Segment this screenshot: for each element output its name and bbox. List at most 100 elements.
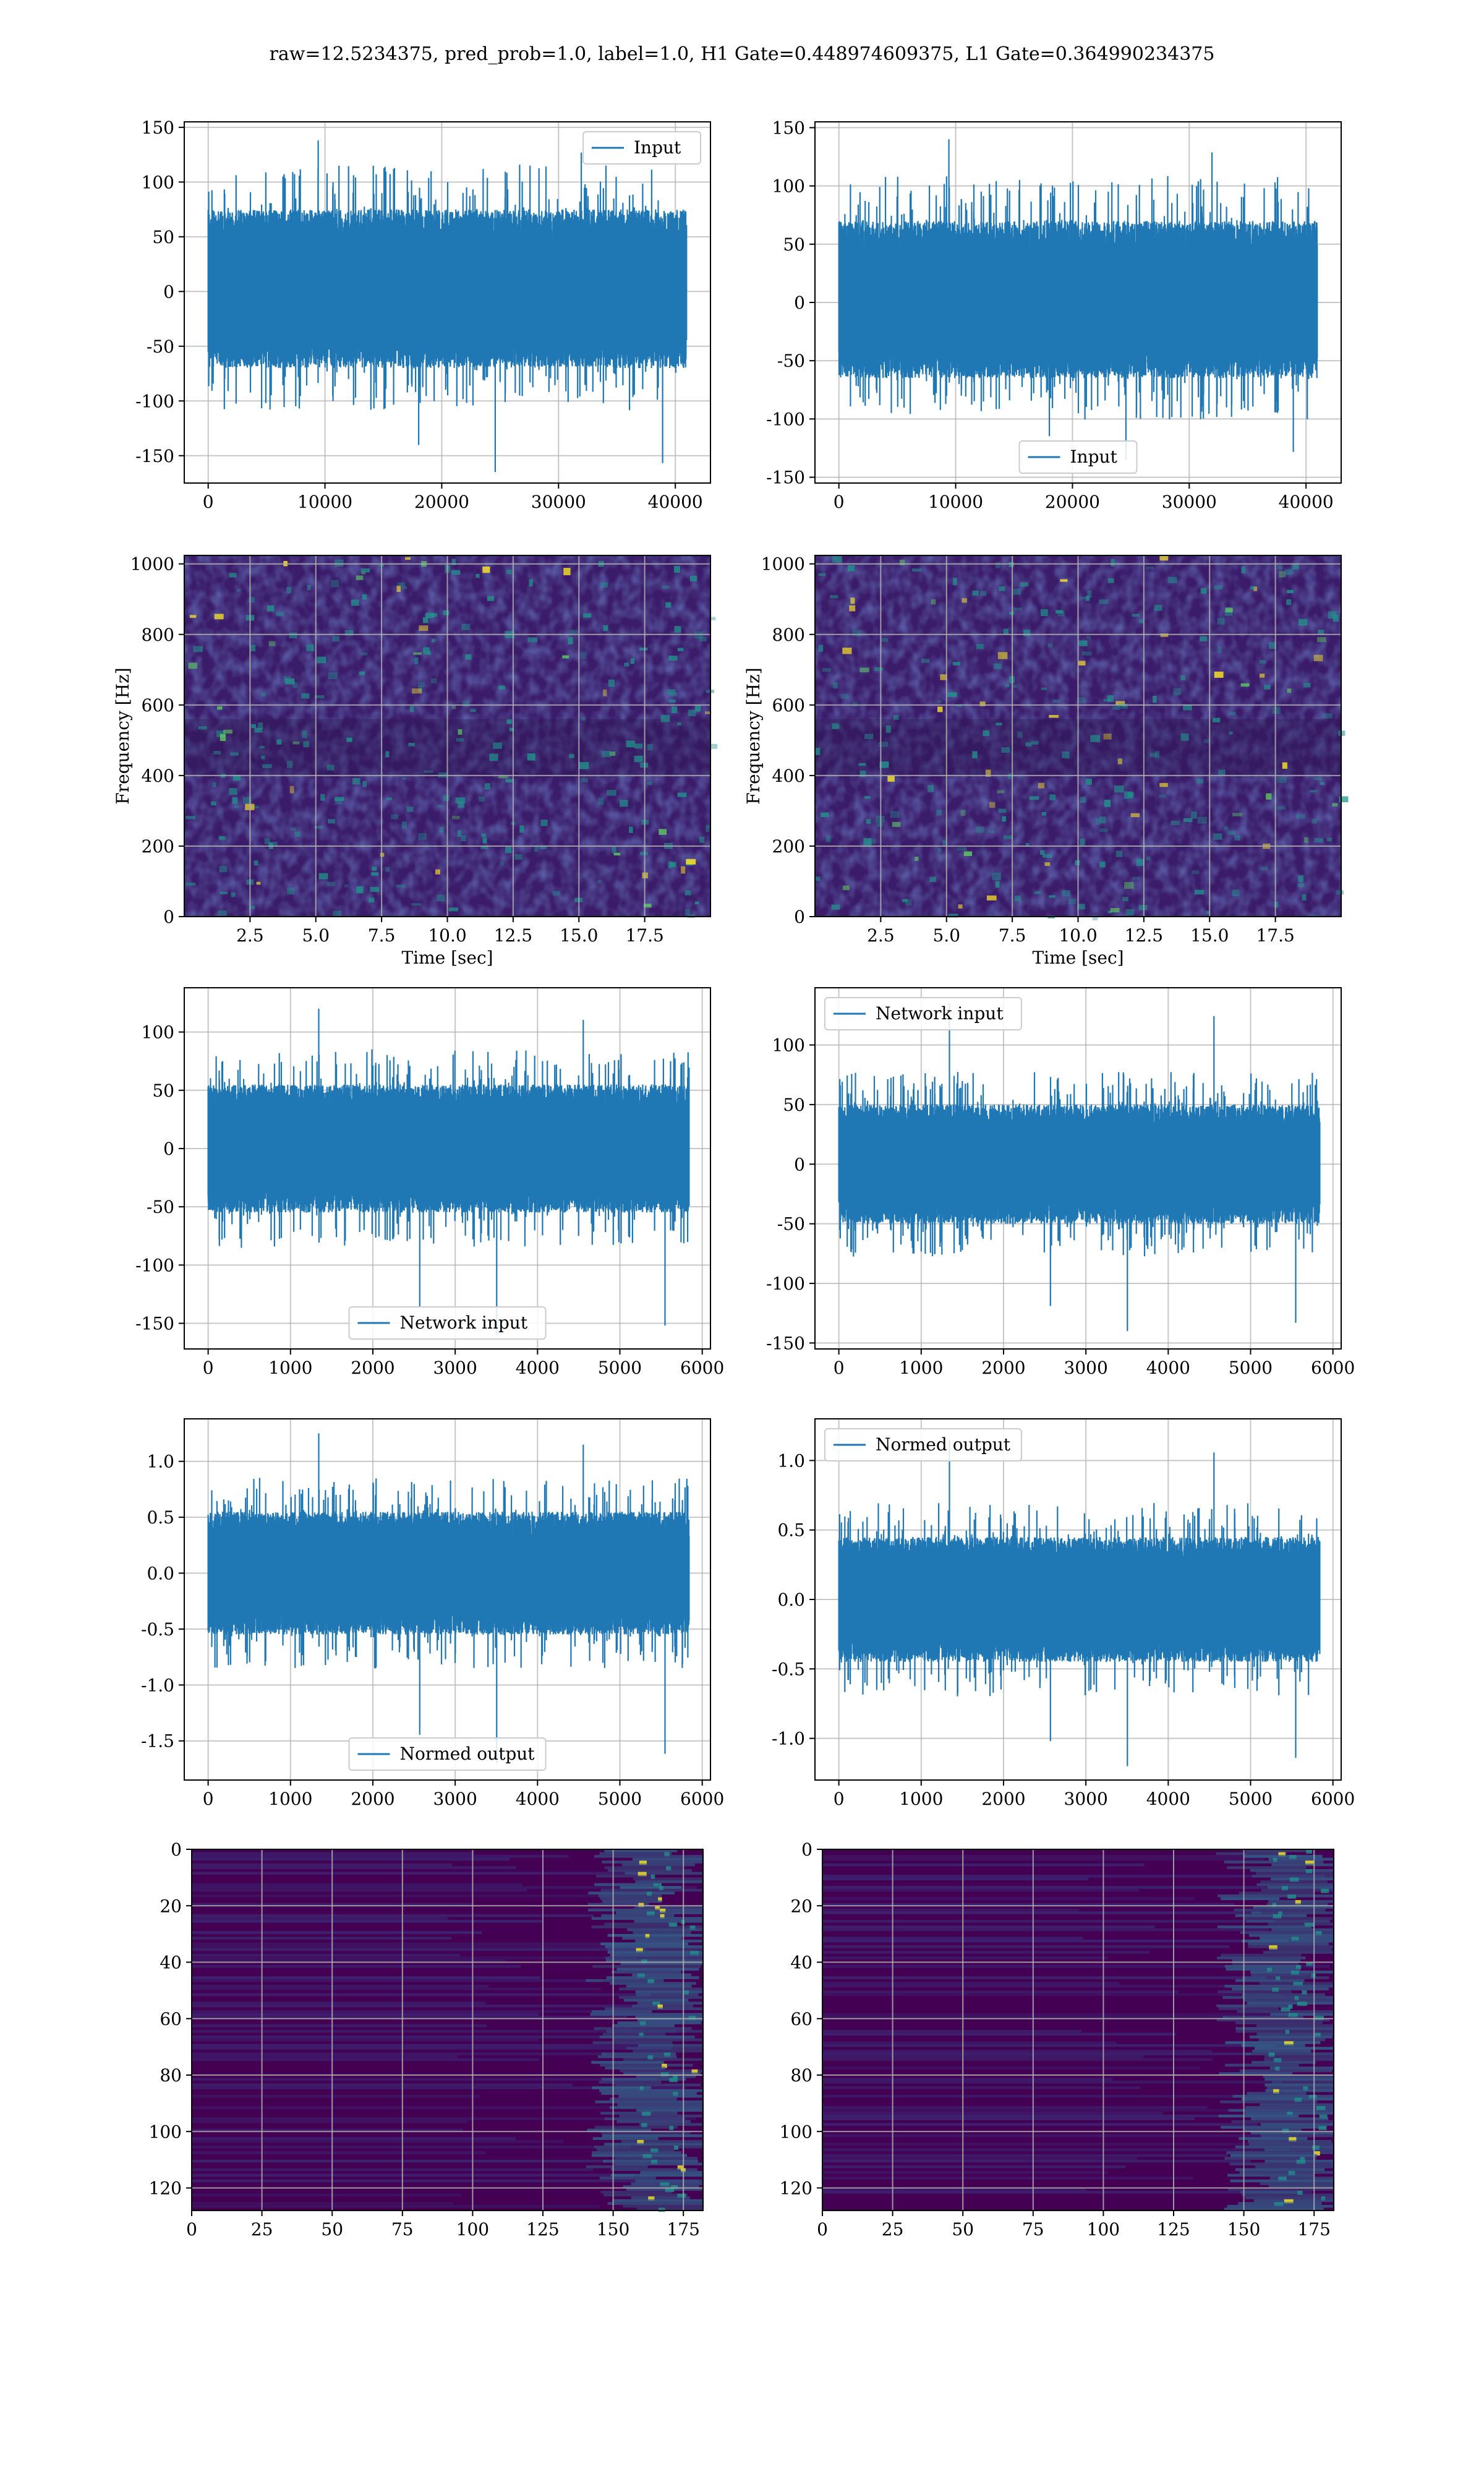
feature-hotspot bbox=[662, 2063, 667, 2068]
x-tick-label: 2000 bbox=[351, 1358, 394, 1378]
spectrogram-cell bbox=[569, 754, 574, 758]
spectrogram-cell bbox=[1052, 700, 1060, 703]
y-tick-label: 1000 bbox=[130, 554, 174, 575]
spectrogram-cell bbox=[220, 836, 224, 839]
feature-row bbox=[822, 2055, 1144, 2058]
axes-frame bbox=[184, 1418, 711, 1781]
feature-row-active bbox=[1235, 2027, 1334, 2030]
spectrogram-cell bbox=[1284, 569, 1294, 575]
feature-row-active bbox=[605, 2066, 665, 2070]
spectrogram-cell bbox=[640, 852, 648, 855]
spectrogram-cell bbox=[211, 801, 216, 806]
feature-hotspot bbox=[1273, 2089, 1279, 2094]
feature-row-active bbox=[616, 1911, 703, 1914]
spectrogram-cell bbox=[287, 888, 295, 895]
y-tick-label: -50 bbox=[777, 351, 805, 371]
feature-row-active bbox=[1242, 2097, 1334, 2101]
feature-row bbox=[822, 2066, 1200, 2070]
spectrogram-cell bbox=[482, 837, 487, 844]
spectrogram-cell bbox=[1173, 688, 1182, 696]
x-tick-label: 3000 bbox=[1064, 1789, 1108, 1809]
spectrogram-cell bbox=[1314, 838, 1324, 842]
spectrogram-cell bbox=[509, 727, 514, 732]
spectrogram-cell bbox=[1005, 683, 1010, 688]
x-tick-label: 50 bbox=[952, 2219, 974, 2240]
feature-row bbox=[822, 1875, 1325, 1878]
spectrogram-cell bbox=[306, 644, 314, 651]
spectrogram-cell bbox=[1077, 904, 1085, 910]
spectrogram-cell bbox=[1086, 596, 1090, 601]
spectrogram-cell bbox=[1259, 660, 1266, 664]
y-tick-label: 200 bbox=[142, 836, 174, 857]
x-tick-label: 3000 bbox=[1064, 1358, 1108, 1378]
spectrogram-cell bbox=[289, 632, 297, 638]
feature-hotspot bbox=[1288, 2171, 1295, 2175]
feature-hotspot bbox=[637, 2139, 644, 2144]
x-tick-label: 5.0 bbox=[302, 925, 330, 946]
spectrogram-cell bbox=[451, 705, 456, 709]
feature-row-active bbox=[1256, 1872, 1333, 1875]
spectrogram-cell bbox=[330, 580, 339, 588]
spectrogram-cell bbox=[1013, 684, 1017, 688]
spectrogram-cell bbox=[371, 872, 379, 876]
spectrogram-cell bbox=[439, 827, 444, 833]
feature-row-active bbox=[636, 2108, 703, 2112]
feature-row-active bbox=[1243, 1917, 1333, 1920]
spectrogram-cell bbox=[866, 819, 871, 824]
feature-hotspot bbox=[1273, 1914, 1282, 1919]
feature-hotspot bbox=[647, 2055, 654, 2060]
spectrogram-cell bbox=[1153, 695, 1157, 703]
legend-label: Normed output bbox=[400, 1744, 535, 1764]
feature-hotspot bbox=[1281, 1886, 1289, 1891]
feature-row bbox=[192, 1931, 482, 1934]
spectrogram-cell bbox=[1314, 777, 1322, 780]
x-tick-label: 2000 bbox=[351, 1789, 394, 1809]
spectrogram-cell bbox=[1114, 785, 1124, 793]
feature-row-active bbox=[591, 1925, 703, 1928]
feature-row bbox=[192, 2024, 487, 2027]
x-tick-label: 7.5 bbox=[999, 925, 1026, 946]
feature-row-active bbox=[1243, 1855, 1323, 1858]
spectrogram-cell bbox=[1224, 609, 1232, 616]
spectrogram-cell bbox=[406, 807, 414, 812]
feature-row-active bbox=[1232, 1987, 1329, 1991]
spectrogram-cell bbox=[647, 744, 653, 751]
spectrogram-cell bbox=[360, 653, 368, 656]
y-tick-label: -50 bbox=[147, 336, 174, 357]
y-tick-label: -50 bbox=[147, 1197, 174, 1217]
feature-hotspot bbox=[645, 1933, 650, 1938]
feature-hotspot bbox=[655, 1906, 660, 1911]
spectrogram-cell bbox=[540, 845, 547, 849]
spectrogram-cell bbox=[1224, 826, 1229, 831]
y-tick-label: 50 bbox=[783, 1095, 805, 1115]
x-tick-label: 100 bbox=[456, 2219, 489, 2240]
spectrogram-cell bbox=[396, 884, 406, 888]
spectrogram-cell bbox=[1078, 640, 1088, 646]
feature-row bbox=[822, 2148, 1290, 2152]
feature-row-active bbox=[599, 2089, 703, 2092]
feature-row bbox=[192, 1945, 690, 1948]
feature-row bbox=[192, 1886, 697, 1889]
spectrogram-cell bbox=[1229, 731, 1233, 735]
spectrogram-cell bbox=[1232, 813, 1243, 816]
spectrogram-cell bbox=[668, 692, 678, 696]
x-tick-label: 0 bbox=[834, 1789, 845, 1809]
spectrogram-cell bbox=[369, 897, 375, 903]
feature-hotspot bbox=[657, 2004, 663, 2009]
y-tick-label: 200 bbox=[772, 836, 805, 857]
spectrogram-cell bbox=[1171, 821, 1180, 826]
feature-row bbox=[822, 2134, 1298, 2138]
feature-row bbox=[192, 2168, 594, 2172]
spectrogram-cell bbox=[842, 885, 850, 891]
y-tick-label: -50 bbox=[777, 1214, 805, 1235]
spectrogram-cell bbox=[1253, 586, 1258, 591]
feature-row-active bbox=[1224, 2157, 1316, 2160]
spectrogram-cell bbox=[1197, 816, 1207, 824]
x-axis-label: Time [sec] bbox=[401, 948, 493, 968]
y-tick-label: -1.0 bbox=[141, 1675, 174, 1695]
feature-row-active bbox=[1241, 2044, 1305, 2047]
feature-row-active bbox=[602, 1860, 703, 1864]
x-tick-label: 6000 bbox=[680, 1789, 724, 1809]
spectrogram-cell bbox=[493, 742, 502, 749]
feature-row bbox=[192, 2010, 616, 2013]
